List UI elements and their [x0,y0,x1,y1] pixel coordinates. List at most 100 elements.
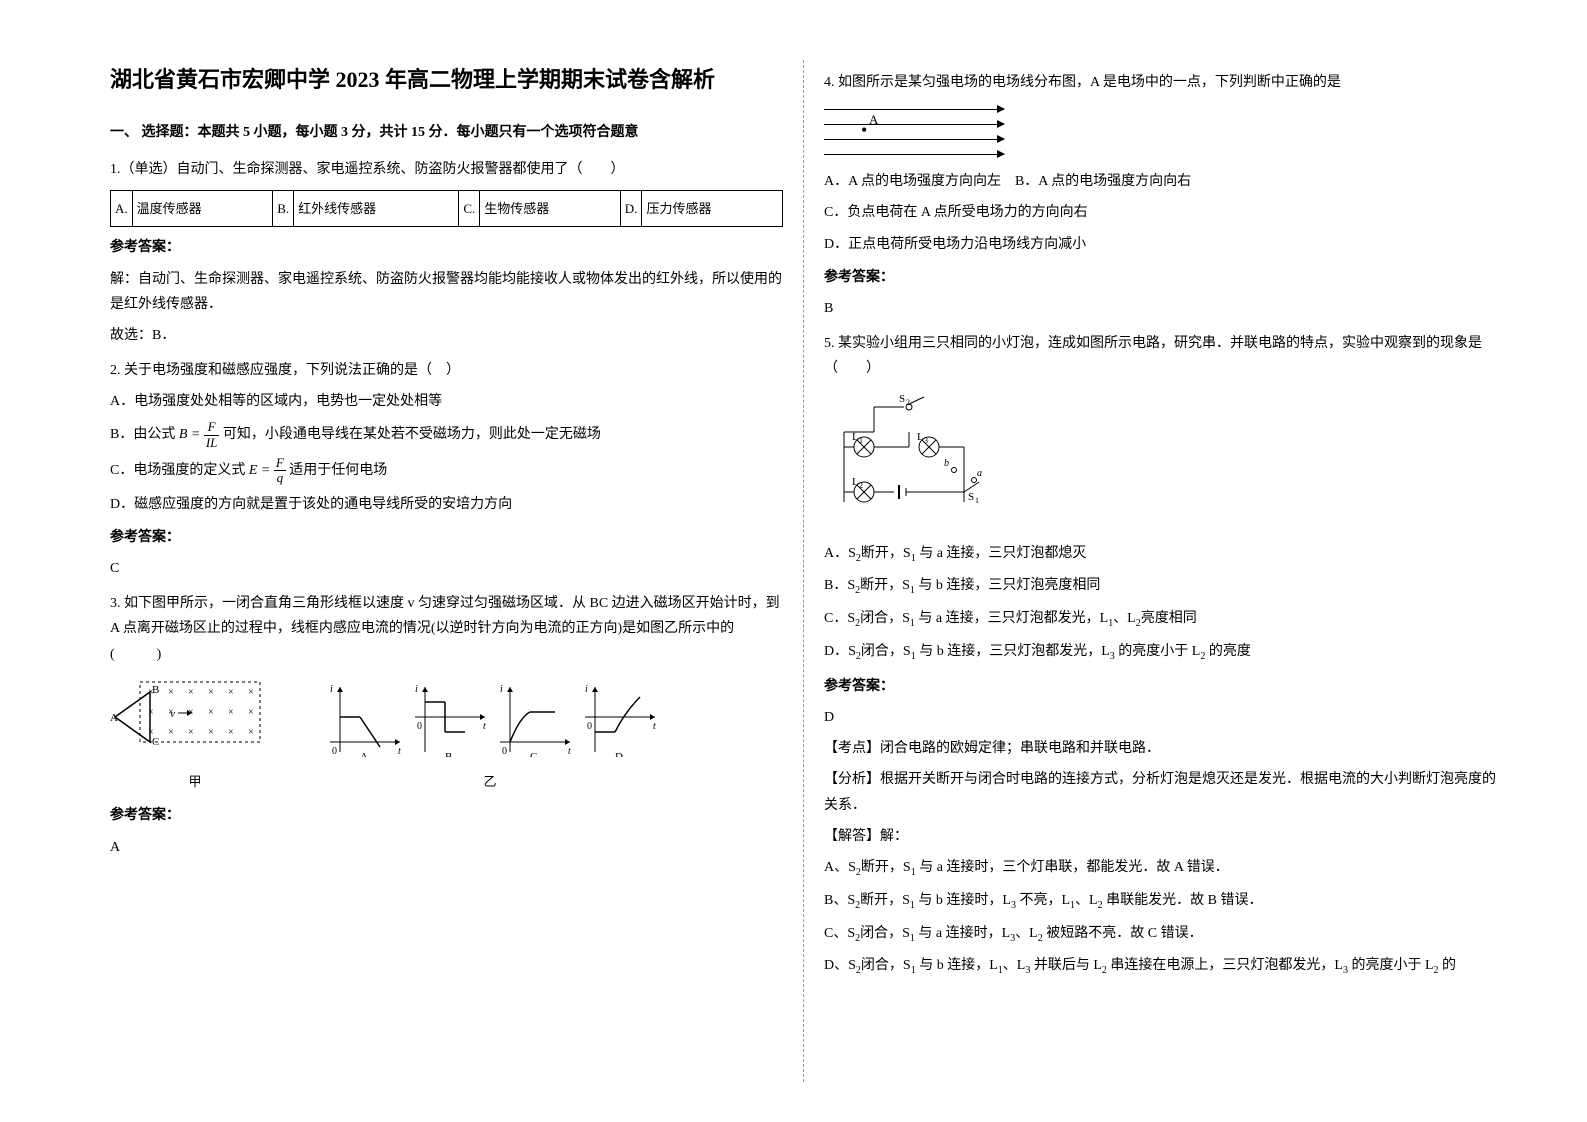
svg-text:×: × [248,727,254,738]
q5-opt-a: A．S2断开，S1 与 a 连接，三只灯泡都熄灭 [824,541,1497,568]
q1-options-table: A. 温度传感器 B. 红外线传感器 C. 生物传感器 D. 压力传感器 [110,190,783,227]
txt: 断开，S [860,893,910,908]
svg-text:C: C [530,751,537,757]
txt: 与 b 连接，三只灯泡都发光，L [916,644,1110,659]
txt: 闭合，S [860,926,910,941]
q3-diagram: ×××××× ×××××× ×××××× A B C v 甲 [110,677,783,794]
q5-circuit-diagram: S2 L1 L3 L2 [824,392,1497,531]
svg-text:×: × [208,727,214,738]
svg-text:S: S [968,491,974,503]
txt: A．S [824,546,856,561]
q2-opt-d: D．磁感应强度的方向就是置于该处的通电导线所受的安培力方向 [110,492,783,517]
svg-text:B: B [445,751,452,757]
svg-text:×: × [228,727,234,738]
opt-d-label: D. [620,190,642,226]
svg-text:3: 3 [924,436,928,445]
svg-text:×: × [148,707,154,718]
opt-a-text: 温度传感器 [132,190,273,226]
q1-answer-label: 参考答案： [110,235,783,260]
q3-diagram-right: ti 0 A ti 0 B [320,677,660,794]
txt: C．S [824,611,855,626]
q5-answer: D [824,705,1497,730]
svg-text:×: × [208,707,214,718]
q2-answer-label: 参考答案： [110,525,783,550]
svg-text:×: × [228,707,234,718]
q4-answer: B [824,296,1497,321]
q2-opt-c: C．电场强度的定义式 E = F q 适用于任何电场 [110,456,783,486]
svg-text:0: 0 [587,721,592,732]
txt: A、S [824,860,856,875]
svg-text:t: t [653,721,656,732]
q5-fenxi: 【分析】根据开关断开与闭合时电路的连接方式，分析灯泡是熄灭还是发光．根据电流的大… [824,767,1497,817]
svg-text:t: t [398,746,401,757]
q2-c-pre: C．电场强度的定义式 [110,463,245,478]
question-1: 1.（单选）自动门、生命探测器、家电遥控系统、防盗防火报警器都使用了（ ） A.… [110,157,783,348]
svg-text:×: × [228,687,234,698]
q5-sol-b: B、S2断开，S1 与 b 连接时，L3 不亮，L1、L2 串联能发光．故 B … [824,888,1497,915]
txt: 闭合，S [861,958,911,973]
svg-text:t: t [568,746,571,757]
txt: B、S [824,893,855,908]
q2-c-formula: E = F q [249,456,286,486]
svg-text:L: L [852,476,859,488]
svg-text:2: 2 [906,398,910,407]
txt: 闭合，S [861,644,911,659]
left-column: 湖北省黄石市宏卿中学 2023 年高二物理上学期期末试卷含解析 一、 选择题：本… [90,60,804,1082]
q2-c-den: q [274,471,286,485]
svg-text:×: × [188,727,194,738]
q4-opt-d: D．正点电荷所受电场力沿电场线方向减小 [824,232,1497,257]
q2-c-post: 适用于任何电场 [289,463,387,478]
opt-c-label: C. [459,190,480,226]
opt-a-label: A. [111,190,133,226]
q5-sol-d: D、S2闭合，S1 与 b 连接，L1、L3 并联后与 L2 串连接在电源上，三… [824,953,1497,980]
q2-answer: C [110,556,783,581]
txt: 被短路不亮．故 C 错误． [1043,926,1203,941]
svg-text:i: i [585,684,588,695]
table-row: A. 温度传感器 B. 红外线传感器 C. 生物传感器 D. 压力传感器 [111,190,783,226]
txt: 的亮度 [1205,644,1251,659]
q2-c-num: F [274,456,286,471]
svg-text:a: a [977,468,982,479]
txt: 与 a 连接时，L [915,926,1010,941]
svg-text:×: × [168,687,174,698]
txt: 的 [1439,958,1457,973]
txt: 的亮度小于 L [1348,958,1434,973]
q2-c-frac: F q [274,456,286,486]
opt-c-text: 生物传感器 [480,190,621,226]
q2-opt-b: B．由公式 B = F IL 可知，小段通电导线在某处若不受磁场力，则此处一定无… [110,420,783,450]
q5-answer-label: 参考答案： [824,674,1497,699]
svg-text:S: S [899,393,905,405]
q5-opt-b: B．S2断开，S1 与 b 连接，三只灯泡亮度相同 [824,573,1497,600]
q2-b-formula: B = F IL [179,420,220,450]
opt-b-text: 红外线传感器 [294,190,459,226]
svg-text:v: v [170,708,175,720]
q5-sol-c: C、S2闭合，S1 与 a 连接时，L3、L2 被短路不亮．故 C 错误． [824,921,1497,948]
q2-opt-a: A．电场强度处处相等的区域内，电势也一定处处相等 [110,389,783,414]
q5-opt-d: D．S2闭合，S1 与 b 连接，三只灯泡都发光，L3 的亮度小于 L2 的亮度 [824,639,1497,666]
svg-text:A: A [360,751,368,757]
field-line: A [824,124,1004,125]
svg-text:L: L [917,431,924,443]
txt: 断开，S [861,546,911,561]
q2-b-frac: F IL [204,420,220,450]
opt-d-text: 压力传感器 [642,190,783,226]
q3-caption-left: 甲 [110,770,280,793]
q4-stem: 4. 如图所示是某匀强电场的电场线分布图，A 是电场中的一点，下列判断中正确的是 [824,70,1497,95]
svg-text:×: × [208,687,214,698]
section-heading: 一、 选择题：本题共 5 小题，每小题 3 分，共计 15 分．每小题只有一个选… [110,120,783,145]
txt: 串联能发光．故 B 错误． [1103,893,1263,908]
question-4: 4. 如图所示是某匀强电场的电场线分布图，A 是电场中的一点，下列判断中正确的是… [824,70,1497,321]
svg-text:B: B [152,684,159,696]
circuit-svg: S2 L1 L3 L2 [824,392,1014,522]
svg-text:1: 1 [859,436,863,445]
txt: 不亮，L [1016,893,1070,908]
q2-b-den: IL [204,436,220,450]
graphs-svg: ti 0 A ti 0 B [320,677,660,757]
q1-stem: 1.（单选）自动门、生命探测器、家电遥控系统、防盗防火报警器都使用了（ ） [110,157,783,182]
svg-text:×: × [248,687,254,698]
q5-jieda-label: 【解答】解： [824,824,1497,849]
field-line [824,109,1004,110]
txt: 并联后与 L [1030,958,1102,973]
svg-text:A: A [110,712,118,724]
q1-explain2: 故选：B． [110,323,783,348]
